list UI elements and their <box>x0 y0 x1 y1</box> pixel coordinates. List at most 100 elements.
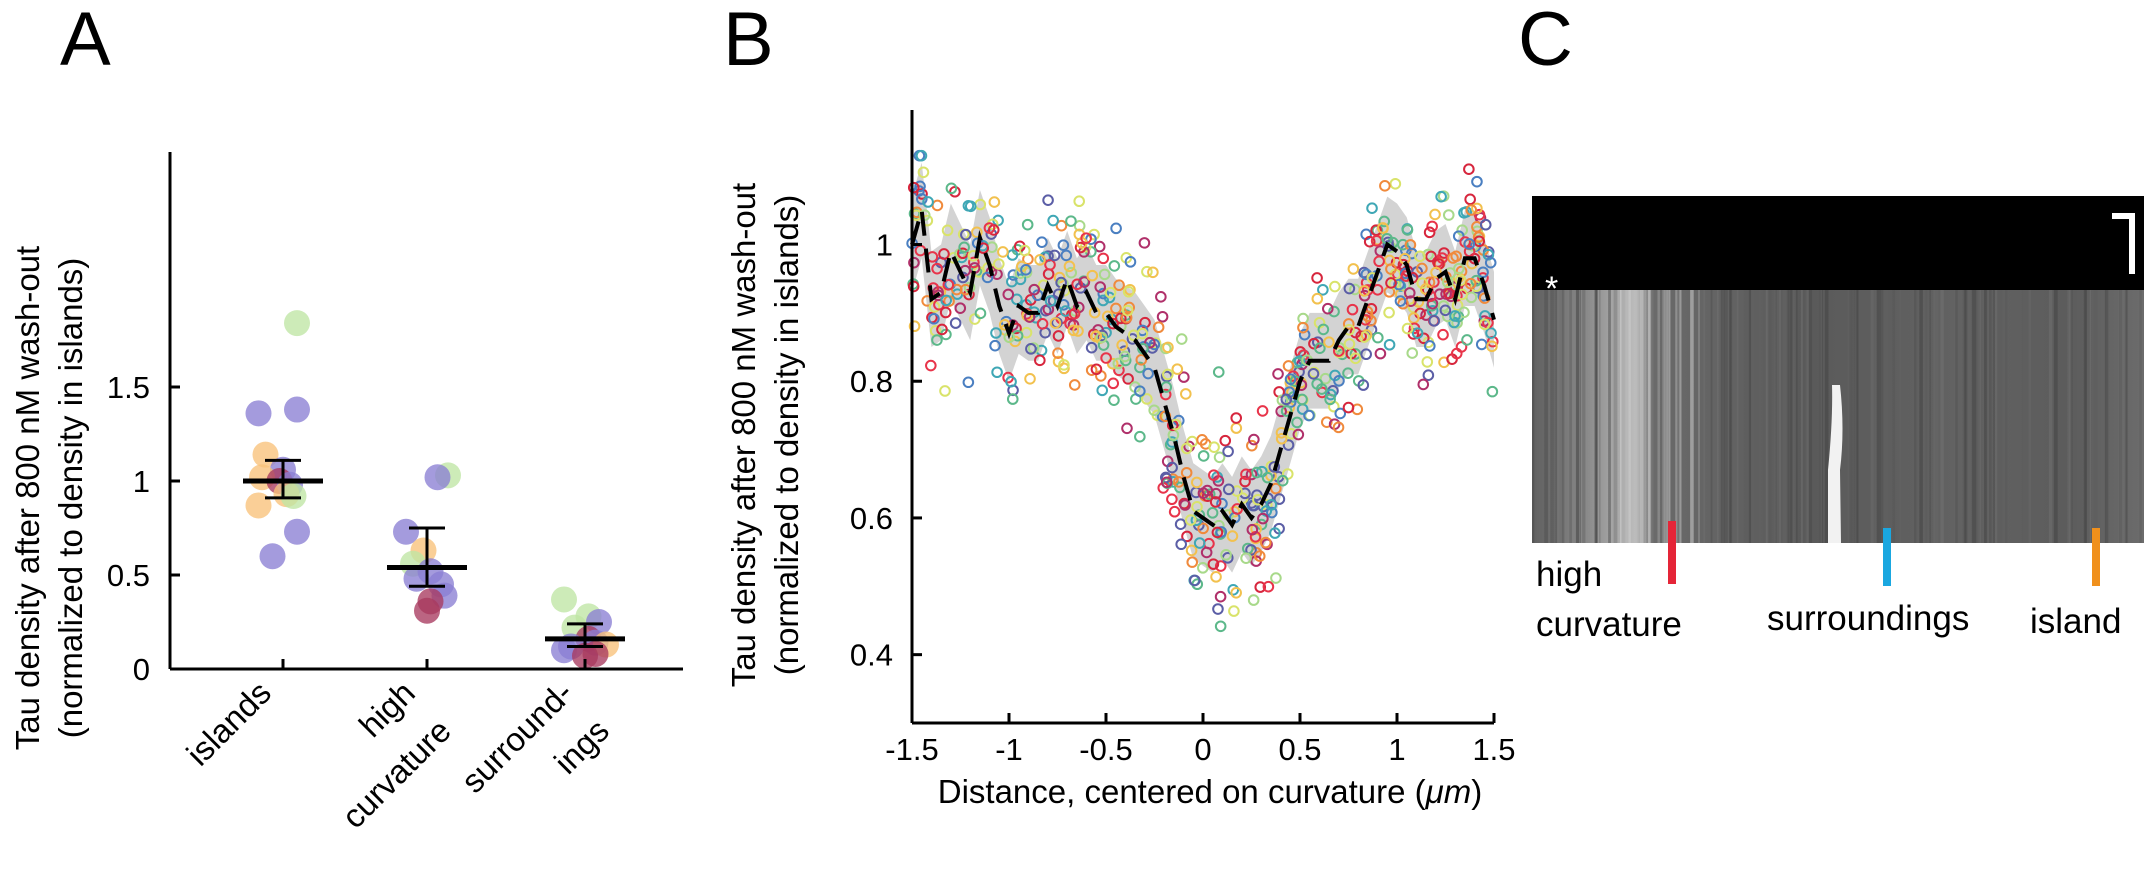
panel-b-point <box>1175 333 1188 345</box>
panel-b-point <box>1269 527 1281 539</box>
panel-b-point <box>1011 293 1023 306</box>
panel-a-point <box>259 543 286 570</box>
panel-b-point <box>1261 538 1273 551</box>
panel-b-point <box>1401 224 1414 236</box>
panel-b-point <box>1011 329 1024 342</box>
kymograph-streak <box>1657 290 1660 543</box>
panel-b-point <box>1342 367 1354 380</box>
panel-b-point <box>1197 562 1209 574</box>
panel-b-point <box>1343 338 1356 350</box>
island-marker <box>2092 528 2100 586</box>
panel-b-point <box>1094 281 1107 293</box>
kymograph-streak <box>1940 290 1944 543</box>
panel-b-ytick-label: 0.4 <box>850 638 893 673</box>
kymograph-streak <box>1880 290 1884 543</box>
panel-b-point <box>1311 272 1323 284</box>
panel-b-point <box>1370 234 1383 247</box>
panel-b-point <box>1272 368 1284 380</box>
kymograph-streak <box>1853 290 1856 543</box>
kymograph-streak <box>1720 290 1725 543</box>
panel-b-point <box>1447 252 1459 264</box>
panel-b-point <box>925 359 937 372</box>
panel-b-point <box>1034 254 1046 266</box>
panel-b-point <box>1282 439 1295 451</box>
panel-a-point <box>572 642 598 669</box>
panel-a-category-label: islands <box>179 674 278 773</box>
panel-b-point <box>1101 310 1114 323</box>
panel-b-point <box>958 241 970 254</box>
panel-b-point <box>1100 352 1112 364</box>
panel-b-point <box>1245 468 1258 481</box>
panel-b-point <box>1024 373 1036 385</box>
panel-b-point <box>1156 310 1169 323</box>
panel-b-point <box>1078 276 1091 288</box>
panel-b-point <box>1065 215 1077 227</box>
kymograph-streak <box>1576 290 1579 543</box>
panel-b-point <box>1210 571 1222 583</box>
kymograph-streak <box>1765 290 1768 543</box>
panel-b-point <box>1411 327 1424 339</box>
kymograph-streak <box>1625 290 1630 543</box>
kymograph-streak <box>1644 290 1647 543</box>
kymograph-streak <box>1642 290 1644 543</box>
panel-a-point <box>551 586 577 613</box>
panel-b-point <box>1047 214 1059 227</box>
panel-b-y-ticks: 0.4 0.6 0.8 1 <box>850 228 922 673</box>
panel-b-point <box>1160 476 1173 489</box>
panel-b-point <box>942 279 955 291</box>
panel-b-point <box>1416 277 1429 289</box>
panel-b-point <box>1284 373 1297 385</box>
kymograph-streak <box>1569 290 1572 543</box>
panel-b-point <box>1475 338 1488 351</box>
panel-b-point <box>1044 295 1057 307</box>
panel-b-point <box>1138 237 1151 249</box>
panel-b-point <box>1437 328 1449 341</box>
panel-b-chart: 0.4 0.6 0.8 1 -1.5 -1 -0.5 0 0.5 1 1.5 Tau densit… <box>725 110 1516 810</box>
kymograph-streak <box>1787 290 1790 543</box>
panel-b-point <box>916 193 928 205</box>
panel-b-point <box>1136 327 1149 340</box>
asterisk-marker: * <box>1545 270 1558 308</box>
kymograph-streak <box>1987 290 1990 543</box>
panel-b-point <box>931 262 943 275</box>
surroundings-marker <box>1883 528 1891 586</box>
kymograph-streak <box>1923 290 1927 543</box>
panel-a-point <box>424 464 451 491</box>
panel-b-point <box>1377 222 1389 234</box>
panel-a-point <box>245 492 272 519</box>
kymograph-black-region <box>1532 196 2144 290</box>
kymograph-streak <box>1919 290 1923 543</box>
kymograph-streak <box>2085 290 2087 543</box>
panel-b-point <box>1273 493 1286 505</box>
panel-b-point <box>1113 364 1125 377</box>
panel-b-point <box>1093 240 1106 253</box>
panel-b-point <box>1473 235 1486 248</box>
kymograph-streak <box>1640 290 1644 543</box>
panel-b-point <box>954 302 967 314</box>
panel-b-point <box>1210 487 1222 500</box>
panel-b-point <box>1209 496 1222 508</box>
panel-b-point <box>1036 236 1048 248</box>
kymograph-streak <box>1971 290 1975 543</box>
label-surroundings: surroundings <box>1767 599 1969 638</box>
kymograph-streak <box>1620 290 1622 543</box>
panel-b-point <box>1275 405 1287 418</box>
panel-c-kymograph: * high curvature surroundings island <box>1532 196 2144 644</box>
panel-b-point <box>915 149 928 162</box>
panel-a-point <box>245 400 272 427</box>
panel-b-xtick-label: 1.5 <box>1472 732 1515 767</box>
panel-b-point <box>1471 175 1483 188</box>
panel-b-point <box>1162 341 1174 354</box>
kymograph-streak <box>1995 290 1998 543</box>
panel-b-point <box>1162 368 1174 381</box>
panel-b-point <box>1478 318 1491 331</box>
panel-b-point <box>1426 220 1438 233</box>
kymograph-streak <box>1819 290 1823 543</box>
panel-b-point <box>938 248 950 260</box>
panel-a-point <box>393 518 419 545</box>
panel-b-point <box>1315 383 1328 395</box>
kymograph-streak <box>1608 290 1611 543</box>
kymograph-streak <box>2069 290 2072 543</box>
panel-a-point <box>284 310 310 337</box>
